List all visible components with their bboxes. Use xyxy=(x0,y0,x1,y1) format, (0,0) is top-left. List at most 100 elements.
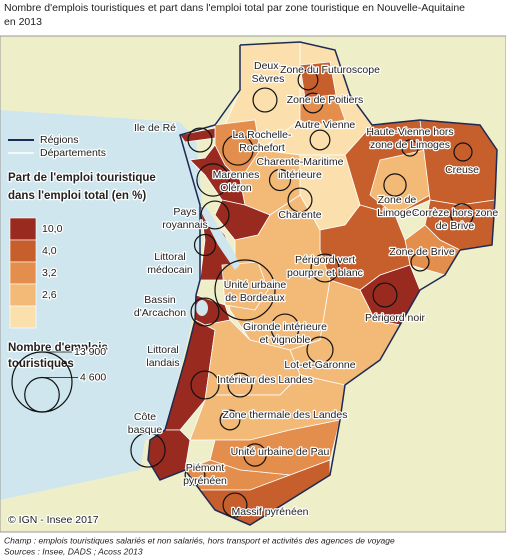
legend-break: 4,0 xyxy=(42,245,57,257)
legend-title: Nombre d'emplois xyxy=(8,342,108,354)
legend-title: dans l'emploi total (en %) xyxy=(8,190,146,202)
zone-label: d'Arcachon xyxy=(134,307,186,319)
zone-label: Littoral xyxy=(147,344,179,356)
zone-label: Bassin xyxy=(144,294,176,306)
job-circle xyxy=(401,139,419,157)
job-circle xyxy=(306,336,334,364)
zone-label: Piémont xyxy=(186,462,225,474)
zone-label: basque xyxy=(128,424,163,436)
zone-label: pourpre et blanc xyxy=(287,267,363,279)
job-circle xyxy=(302,92,324,114)
gironde-estuary xyxy=(200,205,240,270)
zone-label: Creuse xyxy=(445,164,479,176)
zone-label: Zone de xyxy=(378,194,417,206)
zone-label: Haute-Vienne hors xyxy=(366,126,453,138)
legend-label: Départements xyxy=(40,147,106,159)
job-circle xyxy=(222,492,248,518)
legend-break: 10,0 xyxy=(42,223,63,235)
zone-label: Côte xyxy=(134,411,156,423)
legend-title: touristiques xyxy=(8,358,74,370)
zone-label: Zone de Brive xyxy=(389,246,455,258)
zone-label: médocain xyxy=(147,264,193,276)
legend-size-label: 4 600 xyxy=(80,371,106,383)
zone-label: royannais xyxy=(162,219,208,231)
zone-label: landais xyxy=(146,357,179,369)
copyright: © IGN - Insee 2017 xyxy=(8,514,99,526)
legend-label: Régions xyxy=(40,134,79,146)
job-circle xyxy=(193,233,217,257)
zone-label: Marennes xyxy=(213,169,260,181)
zone-label: Littoral xyxy=(154,251,186,263)
job-circle xyxy=(184,464,206,486)
job-circle xyxy=(383,173,407,197)
job-circle xyxy=(190,370,220,400)
footer-note: Champ : emplois touristiques salariés et… xyxy=(4,535,395,545)
zone-label: Gironde intérieure xyxy=(243,321,327,333)
zone-label: Unité urbaine de Pau xyxy=(231,446,330,458)
zone-label: La Rochelle- xyxy=(233,129,292,141)
job-circle xyxy=(450,203,474,227)
job-circle xyxy=(200,200,230,230)
title: Nombre d'emplois touristiques et part da… xyxy=(4,2,465,14)
job-circle xyxy=(227,372,253,398)
zone-label: Unité urbaine xyxy=(224,279,287,291)
zone-label: Zone du Futuroscope xyxy=(280,64,380,76)
zone-label: Charente-Maritime xyxy=(257,156,344,168)
zone-label: Lot-et-Garonne xyxy=(284,359,355,371)
zone-label: pyrénéen xyxy=(183,475,227,487)
zone-label: Zone thermale des Landes xyxy=(223,409,348,421)
zone-label: Intérieur des Landes xyxy=(217,374,313,386)
legend-swatch xyxy=(9,239,37,263)
job-circle xyxy=(453,142,473,162)
legend-break: 2,6 xyxy=(42,289,57,301)
zone-label: Sèvres xyxy=(252,73,285,85)
zone-label: zone de Limoges xyxy=(370,139,450,151)
zone-label: de Brive xyxy=(436,220,475,232)
job-circle xyxy=(214,259,276,321)
map-frame xyxy=(0,35,506,533)
job-circle xyxy=(310,253,340,283)
zone-area xyxy=(299,94,346,127)
zone-label: intérieure xyxy=(278,169,322,181)
title: en 2013 xyxy=(4,16,42,28)
zone-label: Rochefort xyxy=(239,142,285,154)
legend-swatch xyxy=(9,283,37,307)
legend-break: 3,2 xyxy=(42,267,57,279)
footer-note: Sources : Insee, DADS ; Acoss 2013 xyxy=(4,546,143,556)
zone-label: Ile de Ré xyxy=(134,122,176,134)
zone-label: Deux- xyxy=(254,60,283,72)
job-circle xyxy=(252,87,278,113)
job-circle xyxy=(187,127,213,153)
zone-label: Zone de Poitiers xyxy=(287,94,363,106)
job-circle xyxy=(297,69,319,91)
legend-size-label: 13 900 xyxy=(74,346,106,358)
job-circle xyxy=(309,129,331,151)
job-circle xyxy=(270,313,300,343)
zone-label: Pays xyxy=(173,206,196,218)
job-circle xyxy=(190,297,220,327)
zone-label: Périgord vert xyxy=(295,254,355,266)
job-circle xyxy=(372,282,398,308)
legend-title: Part de l'emploi touristique xyxy=(8,172,156,184)
sea xyxy=(0,110,202,500)
zone-label: Massif pyrénéen xyxy=(231,506,308,518)
legend-swatch xyxy=(9,305,37,329)
job-circle xyxy=(243,443,267,467)
zone-label: Corrèze hors zone xyxy=(412,207,499,219)
job-circle xyxy=(222,134,254,166)
zone-label: et vignoble xyxy=(260,334,311,346)
job-circle xyxy=(268,168,292,192)
zone-label: Autre Vienne xyxy=(295,119,356,131)
region-outline xyxy=(147,41,498,526)
zone-label: Périgord noir xyxy=(365,312,426,324)
job-circle xyxy=(410,252,430,272)
job-circle xyxy=(287,187,313,213)
job-circle xyxy=(130,432,166,468)
arcachon-bay xyxy=(196,300,208,316)
legend-swatch xyxy=(9,261,37,285)
zone-area xyxy=(221,261,269,311)
zone-label: Limoges xyxy=(377,207,417,219)
zone-label: Charente xyxy=(278,209,321,221)
job-circle xyxy=(219,409,241,431)
